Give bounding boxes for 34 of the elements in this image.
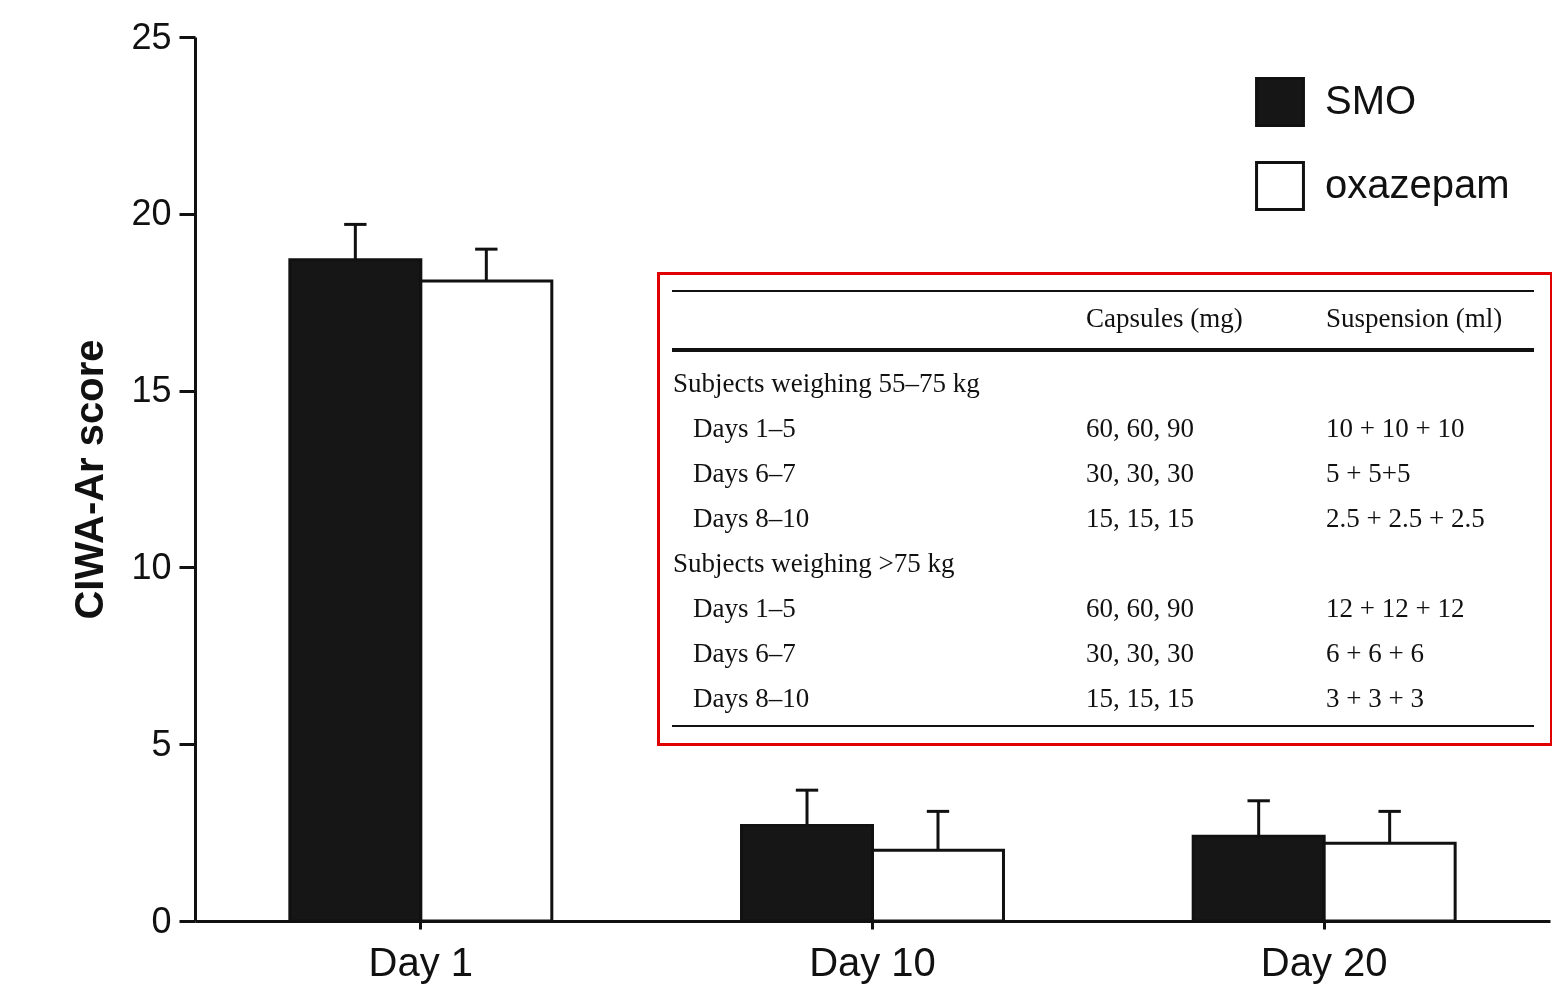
annotation: 10 + 10 + 10 xyxy=(1326,413,1465,443)
annotation: 5 + 5+5 xyxy=(1326,458,1411,488)
annotation: Subjects weighing 55–75 kg xyxy=(673,368,980,398)
x-tick-label: Day 10 xyxy=(809,939,936,984)
annotation: Suspension (ml) xyxy=(1326,303,1503,333)
annotation: 3 + 3 + 3 xyxy=(1326,683,1424,713)
annotation: Days 8–10 xyxy=(693,503,810,533)
annotation: 2.5 + 2.5 + 2.5 xyxy=(1326,503,1485,533)
x-tick-label: Day 20 xyxy=(1260,939,1388,984)
annotation: Days 1–5 xyxy=(693,413,796,443)
annotation: 30, 30, 30 xyxy=(1086,638,1194,668)
y-axis-title: CIWA-Ar score xyxy=(67,339,112,620)
y-tick-label: 25 xyxy=(131,15,172,57)
y-tick-label: 15 xyxy=(131,369,172,411)
y-tick-label: 5 xyxy=(151,722,172,764)
annotation: Days 8–10 xyxy=(693,683,810,713)
annotation: 6 + 6 + 6 xyxy=(1326,638,1424,668)
annotation: Days 6–7 xyxy=(693,458,796,488)
annotation: 60, 60, 90 xyxy=(1086,413,1194,443)
x-tick-label: Day 1 xyxy=(368,939,474,984)
annotation: Days 1–5 xyxy=(693,593,796,623)
y-tick-label: 0 xyxy=(151,899,172,941)
annotation: Capsules (mg) xyxy=(1086,303,1243,333)
y-tick-label: 10 xyxy=(131,545,172,587)
legend-label: oxazepam xyxy=(1325,162,1510,206)
annotation: 15, 15, 15 xyxy=(1086,503,1194,533)
annotation: Days 6–7 xyxy=(693,638,796,668)
annotation: 12 + 12 + 12 xyxy=(1326,593,1465,623)
annotation: 60, 60, 90 xyxy=(1086,593,1194,623)
legend-label: SMO xyxy=(1325,78,1417,122)
annotation: 15, 15, 15 xyxy=(1086,683,1194,713)
annotation: Subjects weighing >75 kg xyxy=(673,548,955,578)
y-tick-label: 20 xyxy=(131,192,172,234)
annotation: 30, 30, 30 xyxy=(1086,458,1194,488)
